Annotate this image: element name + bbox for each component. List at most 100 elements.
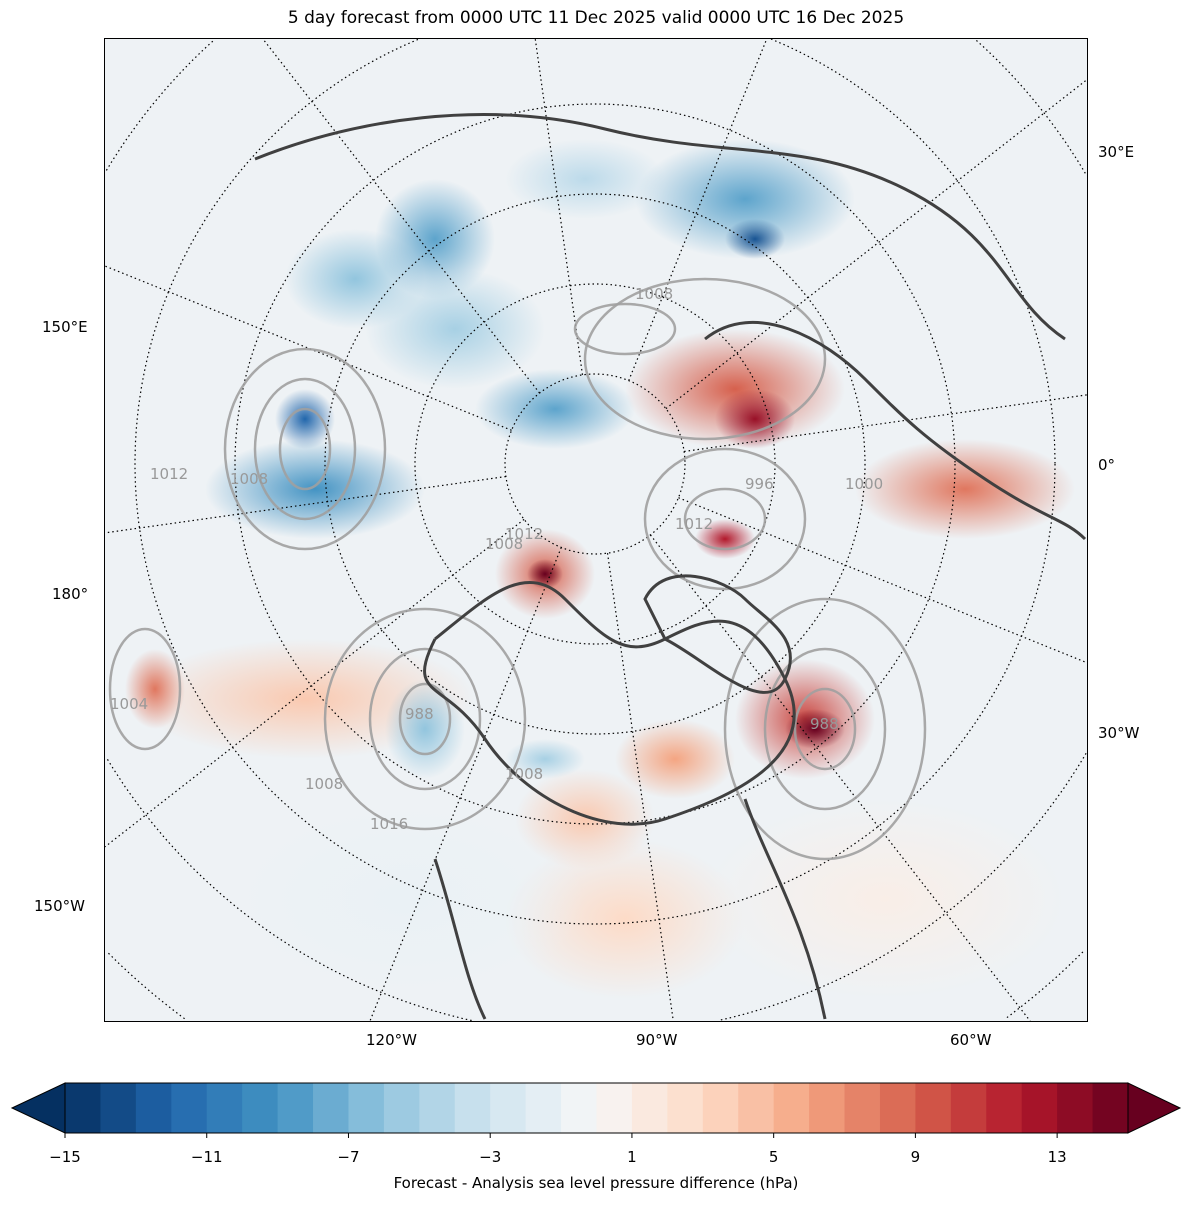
colorbar-bin (667, 1083, 704, 1133)
isobar-label: 1004 (110, 695, 148, 713)
colorbar-bin (525, 1083, 562, 1133)
colorbar-bin (915, 1083, 952, 1133)
isobar-contour (573, 302, 677, 356)
colorbar-tick-label: −11 (190, 1148, 223, 1166)
isobar-contour (223, 347, 387, 551)
colorbar-bin (419, 1083, 456, 1133)
colorbar-bin (65, 1083, 102, 1133)
isobar-contour (683, 487, 767, 551)
coastline (643, 574, 792, 694)
isobar-contour (763, 647, 887, 811)
isobar-label: 988 (810, 715, 839, 733)
colorbar-bin (242, 1083, 279, 1133)
isobar-contour (398, 682, 452, 756)
isobar-contour (253, 377, 357, 521)
colorbar-bin (596, 1083, 633, 1133)
colorbar-bin (100, 1083, 137, 1133)
anomaly-shading (855, 439, 1075, 539)
lon-label-150e: 150°E (42, 318, 88, 336)
colorbar-bin (561, 1083, 598, 1133)
lon-label-180: 180° (52, 585, 89, 603)
colorbar-tick-label: 9 (910, 1148, 921, 1166)
lon-label-60w: 60°W (950, 1031, 992, 1049)
colorbar-bin (277, 1083, 314, 1133)
meridian-line (628, 39, 768, 381)
anomaly-shading (715, 389, 795, 449)
colorbar-bin (738, 1083, 775, 1133)
coastline (704, 321, 1087, 541)
colorbar-extend-high (1127, 1082, 1182, 1134)
isobar-label: 1016 (370, 815, 408, 833)
colorbar-bin (631, 1083, 668, 1133)
lon-label-120w: 120°W (366, 1031, 417, 1049)
colorbar-bin (348, 1083, 385, 1133)
colorbar-bin (702, 1083, 739, 1133)
colorbar-bin (986, 1083, 1023, 1133)
isobar-contour (278, 407, 332, 491)
anomaly-shading (365, 269, 545, 389)
colorbar-tick-label: 1 (627, 1148, 637, 1166)
isobar-contour (793, 687, 857, 771)
anomaly-shading (615, 719, 735, 799)
isobar-label: 1008 (505, 765, 543, 783)
meridian-line (105, 518, 525, 848)
colorbar-tick-label: −7 (337, 1148, 360, 1166)
anomaly-shading (375, 179, 495, 299)
anomaly-shading (125, 649, 185, 729)
coastline (254, 113, 1066, 341)
colorbar-bin (206, 1083, 243, 1133)
latitude-circle (134, 39, 1056, 925)
isobar-label: 1000 (845, 475, 883, 493)
anomaly-shading (505, 739, 585, 779)
isobar-label: 1012 (675, 515, 713, 533)
colorbar-bin (773, 1083, 810, 1133)
isobar-label: 1008 (305, 775, 343, 793)
isobar-contour (108, 627, 182, 751)
isobar-label: 1008 (635, 285, 673, 303)
colorbar-extend-low (10, 1082, 66, 1134)
colorbar-tick-label: 5 (768, 1148, 779, 1166)
colorbar-bin (454, 1083, 491, 1133)
meridian-line (649, 534, 1031, 1021)
isobar-label: 988 (405, 705, 434, 723)
lon-label-0: 0° (1098, 456, 1116, 474)
anomaly-shading (505, 139, 665, 219)
colorbar-bin (490, 1083, 527, 1133)
colorbar-bin (1021, 1083, 1058, 1133)
colorbar-bin (950, 1083, 987, 1133)
anomaly-shading (725, 219, 785, 259)
meridian-line (678, 497, 1087, 664)
colorbar-tick-label: −3 (479, 1148, 502, 1166)
colorbar-bin (809, 1083, 846, 1133)
isobar-contour (368, 647, 482, 791)
isobar-contour (723, 597, 927, 861)
colorbar-bin (1092, 1083, 1129, 1133)
colorbar-label: Forecast - Analysis sea level pressure d… (393, 1174, 799, 1192)
anomaly-shading (225, 799, 585, 999)
meridian-line (684, 394, 1087, 453)
lon-label-150w: 150°W (34, 897, 85, 915)
lon-label-90w: 90°W (636, 1031, 678, 1049)
anomaly-shading (785, 709, 845, 749)
isobar-contour (583, 277, 827, 441)
anomaly-shading (205, 439, 425, 539)
anomaly-shading (385, 679, 465, 779)
isobar-label: 996 (745, 475, 774, 493)
isobar-label: 1012 (150, 465, 188, 483)
meridian-line (105, 265, 512, 431)
anomaly-shading (705, 799, 1065, 999)
colorbar-frame (64, 1082, 1129, 1134)
isobar-label: 1008 (230, 470, 268, 488)
map-svg: 1012 1008 1004 1016 1008 1012 1008 996 1000 988 98… (105, 39, 1087, 1021)
map-panel: 1012 1008 1004 1016 1008 1012 1008 996 1000 988 98… (104, 38, 1088, 1022)
colorbar-bin (1057, 1083, 1094, 1133)
anomaly-shading (275, 389, 335, 449)
isobar-contour (323, 607, 527, 831)
lon-label-30w: 30°W (1098, 724, 1140, 742)
colorbar-bin (135, 1083, 172, 1133)
colorbar-bin (879, 1083, 916, 1133)
figure-title: 5 day forecast from 0000 UTC 11 Dec 2025… (287, 8, 905, 28)
lon-label-30e: 30°E (1098, 143, 1135, 161)
anomaly-shading (695, 519, 755, 559)
